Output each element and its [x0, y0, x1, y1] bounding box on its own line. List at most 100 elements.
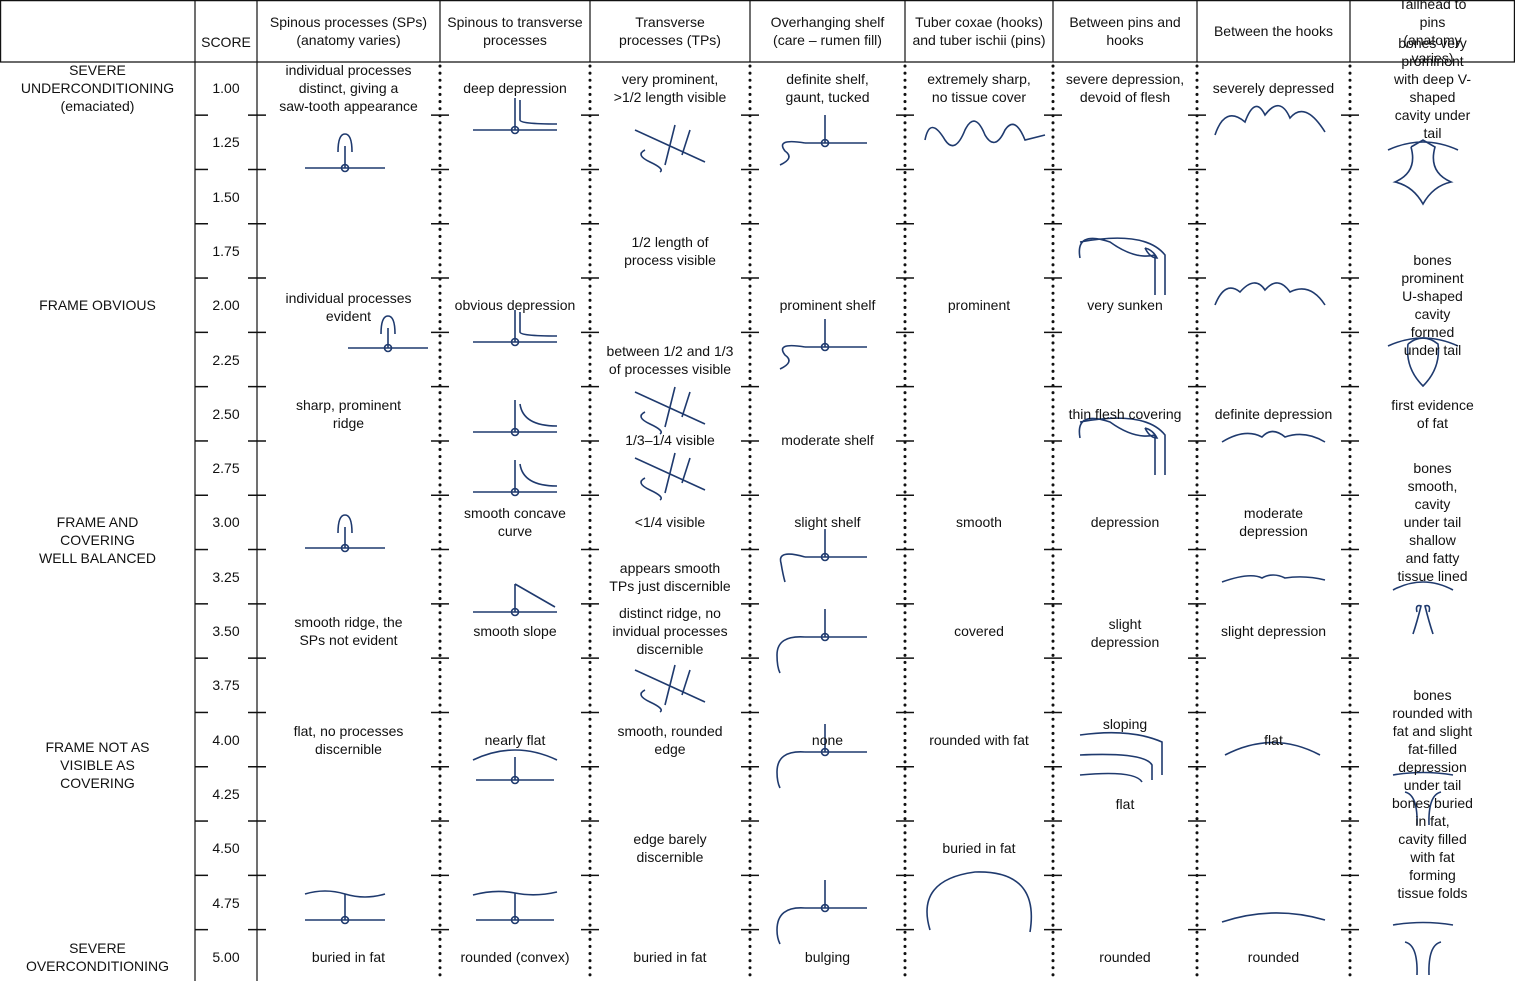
sketch — [820, 903, 830, 913]
description: edge barely discernible — [633, 831, 707, 866]
description: deep depression — [463, 80, 567, 96]
sketch — [1221, 430, 1326, 443]
sketch — [779, 140, 806, 166]
sketch — [820, 138, 830, 148]
description: individual processes evident — [285, 290, 412, 325]
sketch — [510, 427, 520, 437]
sketch — [510, 775, 520, 785]
sketch — [510, 125, 520, 135]
description: bulging — [804, 948, 851, 965]
description: obvious depression — [454, 297, 576, 314]
header-cell: Spinous processes (SPs) (anatomy varies) — [269, 14, 428, 48]
sketch — [337, 514, 353, 548]
header-cell: Tailhead to pins (anatomy varies) — [1398, 0, 1467, 66]
condition-label: FRAME OBVIOUS — [39, 297, 156, 314]
sketch — [473, 583, 557, 613]
description: very prominent, >1/2 length visible — [613, 71, 727, 105]
sketch — [519, 312, 558, 337]
sketch — [472, 749, 558, 781]
header-cell: Overhanging shelf (care – rumen fill) — [770, 14, 885, 48]
sketch — [926, 871, 1032, 933]
description: flat — [1264, 731, 1283, 748]
sketch — [640, 477, 663, 501]
sketch — [640, 689, 663, 713]
score: 4.50 — [212, 840, 240, 857]
description: definite depression — [1214, 405, 1333, 422]
description: moderate depression — [1239, 505, 1308, 540]
sketch — [1224, 741, 1321, 756]
sketch — [805, 880, 867, 909]
score: 1.75 — [212, 242, 240, 259]
description: smooth concave curve — [464, 505, 566, 540]
score: 4.00 — [212, 731, 240, 748]
condition-label: SEVERE OVERCONDITIONING — [25, 939, 170, 974]
sketch — [805, 115, 867, 144]
description: bones buried in fat, cavity filled with … — [1392, 795, 1473, 902]
score: 1.25 — [212, 134, 240, 151]
sketch — [776, 636, 806, 674]
condition-label: FRAME AND COVERING WELL BALANCED — [39, 514, 156, 567]
description: bones prominent U-shaped cavity formed u… — [1401, 252, 1464, 359]
sketch — [634, 124, 706, 166]
sketch — [779, 344, 806, 370]
sketch — [924, 120, 1046, 147]
description: sharp, prominent ridge — [295, 396, 402, 431]
score: 1.00 — [212, 80, 240, 96]
description: definite shelf, gaunt, tucked — [785, 71, 870, 105]
description: bones smooth, cavity under tail shallow … — [1397, 460, 1468, 585]
sketch — [510, 337, 520, 347]
sketch — [1221, 912, 1326, 923]
description: smooth, rounded edge — [617, 722, 723, 757]
description: 1/2 length of process visible — [624, 233, 716, 268]
description: slight shelf — [794, 514, 861, 531]
condition-label: FRAME NOT AS VISIBLE AS COVERING — [45, 738, 150, 791]
description: bones very prominent with deep V-shaped … — [1393, 35, 1472, 141]
description: severe depression, devoid of flesh — [1065, 71, 1185, 105]
description: rounded — [1247, 948, 1300, 965]
sketch — [519, 463, 558, 487]
description: buried in fat — [942, 840, 1016, 857]
sketch — [510, 607, 520, 617]
sketch — [1392, 581, 1454, 591]
sketch — [1392, 921, 1454, 926]
sketch — [820, 632, 830, 642]
sketch — [1221, 574, 1326, 583]
description: smooth — [956, 514, 1002, 531]
sketch — [820, 552, 830, 562]
description: prominent shelf — [779, 297, 876, 314]
description: first evidence of fat — [1391, 396, 1474, 431]
sketch — [340, 543, 350, 553]
sketch — [776, 907, 806, 945]
sketch — [1406, 337, 1440, 388]
header-cell: Between pins and hooks — [1069, 14, 1181, 48]
sketch — [383, 343, 393, 353]
header-cell: Between the hooks — [1213, 23, 1334, 39]
score: 3.50 — [212, 623, 240, 639]
header-cell: Transverse processes (TPs) — [619, 14, 721, 48]
description: covered — [954, 623, 1004, 639]
sketch — [1144, 247, 1159, 259]
score: 4.25 — [212, 785, 240, 802]
description: rounded with fat — [929, 731, 1029, 748]
description: smooth slope — [473, 623, 557, 639]
sketch — [1079, 731, 1163, 783]
header-score: SCORE — [201, 34, 251, 50]
score: 3.75 — [212, 677, 240, 694]
score: 5.00 — [212, 948, 240, 965]
description: distinct ridge, no invidual processes di… — [612, 605, 728, 657]
description: buried in fat — [633, 948, 707, 965]
sketch — [1214, 282, 1326, 306]
description: smooth ridge, the SPs not evident — [294, 614, 403, 648]
sketch — [340, 915, 350, 925]
description: 1/3–1/4 visible — [625, 432, 715, 449]
description: sloping — [1102, 715, 1148, 732]
sketch — [640, 411, 663, 435]
description: nearly flat — [484, 731, 546, 748]
score: 2.25 — [212, 351, 240, 368]
sketch — [634, 452, 706, 494]
sketch — [1392, 139, 1454, 206]
sketch — [634, 664, 706, 706]
description: buried in fat — [311, 948, 386, 965]
sketch — [805, 529, 867, 558]
